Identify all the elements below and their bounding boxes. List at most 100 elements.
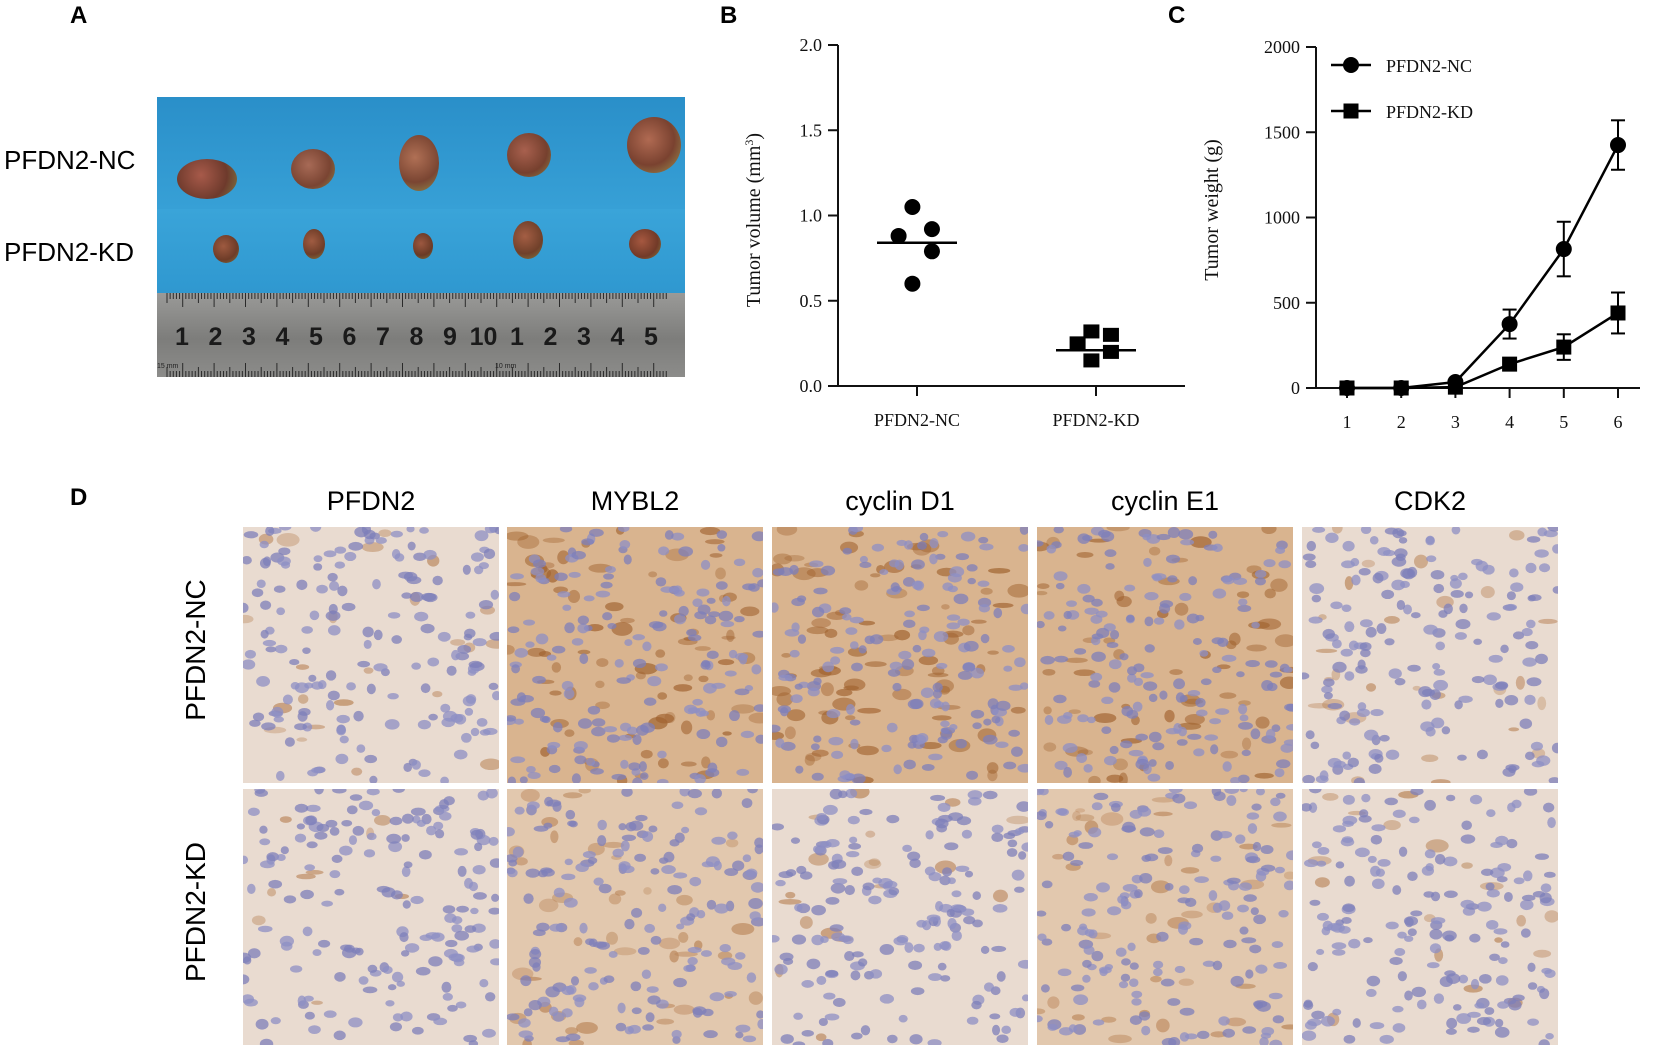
cell-nucleus bbox=[1211, 637, 1224, 645]
cell-nucleus bbox=[1479, 974, 1492, 984]
stain-patch bbox=[1281, 1024, 1293, 1030]
cell-nucleus bbox=[909, 734, 919, 744]
cell-nucleus bbox=[992, 903, 1008, 913]
cell-nucleus bbox=[529, 948, 542, 960]
cell-nucleus bbox=[425, 932, 441, 940]
cell-nucleus bbox=[386, 833, 402, 844]
cell-nucleus bbox=[634, 853, 646, 862]
stain-patch bbox=[655, 649, 666, 658]
cell-nucleus bbox=[1410, 789, 1424, 796]
cell-nucleus bbox=[632, 658, 647, 669]
tumor-photo: 1 2 3 4 5 6 7 8 9 10 1 2 3 4 5 15 mm 10 mm bbox=[157, 97, 685, 377]
cell-nucleus bbox=[756, 1010, 763, 1019]
cell-nucleus bbox=[1323, 692, 1333, 700]
cell-nucleus bbox=[717, 543, 726, 552]
cell-nucleus bbox=[526, 801, 540, 810]
cell-nucleus bbox=[703, 683, 717, 694]
cell-nucleus bbox=[1193, 748, 1205, 757]
cell-nucleus bbox=[908, 960, 923, 971]
cell-nucleus bbox=[811, 934, 824, 946]
cell-nucleus bbox=[1254, 569, 1267, 578]
stain-patch bbox=[709, 553, 723, 558]
cell-nucleus bbox=[390, 530, 403, 538]
cell-nucleus bbox=[1433, 993, 1445, 1004]
cell-nucleus bbox=[673, 872, 688, 879]
stain-patch bbox=[550, 830, 559, 844]
stain-patch bbox=[698, 675, 709, 683]
cell-nucleus bbox=[1385, 921, 1399, 930]
cell-nucleus bbox=[790, 694, 803, 703]
cell-nucleus bbox=[692, 598, 703, 607]
cell-nucleus bbox=[1275, 546, 1286, 554]
chart-b-point-pfdn2-nc bbox=[923, 243, 940, 260]
cell-nucleus bbox=[357, 660, 371, 668]
cell-nucleus bbox=[1179, 1007, 1195, 1016]
cell-nucleus bbox=[811, 606, 825, 618]
cell-nucleus bbox=[1221, 911, 1234, 920]
cell-nucleus bbox=[1230, 975, 1244, 987]
cell-nucleus bbox=[1426, 555, 1437, 563]
cell-nucleus bbox=[420, 623, 435, 634]
panel-letter-d: D bbox=[70, 484, 88, 511]
cell-nucleus bbox=[1332, 661, 1347, 673]
cell-nucleus bbox=[1312, 527, 1326, 533]
cell-nucleus bbox=[630, 981, 642, 992]
cell-nucleus bbox=[1078, 842, 1094, 849]
cell-nucleus bbox=[704, 615, 717, 625]
cell-nucleus bbox=[980, 945, 990, 954]
cell-nucleus bbox=[259, 540, 269, 549]
cell-nucleus bbox=[1128, 749, 1144, 757]
cell-nucleus bbox=[645, 1012, 655, 1023]
cell-nucleus bbox=[304, 682, 314, 689]
cell-nucleus bbox=[632, 777, 643, 783]
cell-nucleus bbox=[1152, 968, 1163, 977]
cell-nucleus bbox=[507, 827, 515, 837]
cell-nucleus bbox=[1536, 755, 1551, 766]
stain-patch bbox=[1164, 709, 1175, 723]
cell-nucleus bbox=[445, 939, 458, 948]
cell-nucleus bbox=[489, 631, 499, 641]
cell-nucleus bbox=[1547, 527, 1558, 532]
cell-nucleus bbox=[728, 649, 738, 659]
cell-nucleus bbox=[1525, 562, 1537, 574]
panel-a-row-label-nc: PFDN2-NC bbox=[4, 145, 136, 175]
stain-patch bbox=[1075, 808, 1086, 813]
cell-nucleus bbox=[1544, 969, 1556, 978]
stain-patch bbox=[826, 611, 847, 620]
stain-patch bbox=[1189, 536, 1212, 548]
cell-nucleus bbox=[1483, 674, 1497, 685]
cell-nucleus bbox=[1212, 960, 1223, 971]
chart-c-x-tick-label: 3 bbox=[1451, 412, 1460, 432]
cell-nucleus bbox=[364, 754, 378, 764]
stain-patch bbox=[363, 667, 374, 674]
stain-patch bbox=[620, 617, 635, 624]
cell-nucleus bbox=[1055, 582, 1065, 590]
cell-nucleus bbox=[916, 919, 927, 928]
stain-patch bbox=[927, 672, 949, 678]
cell-nucleus bbox=[1451, 527, 1461, 535]
cell-nucleus bbox=[628, 762, 641, 771]
cell-nucleus bbox=[564, 858, 573, 866]
stain-patch bbox=[1180, 867, 1200, 874]
stain-patch bbox=[643, 887, 652, 895]
cell-nucleus bbox=[1340, 648, 1353, 657]
cell-nucleus bbox=[987, 698, 999, 710]
cell-nucleus bbox=[1398, 537, 1408, 544]
ihc-image-kd-mybl2 bbox=[507, 789, 763, 1045]
cell-nucleus bbox=[658, 903, 667, 913]
cell-nucleus bbox=[400, 950, 410, 957]
cell-nucleus bbox=[1057, 625, 1067, 632]
cell-nucleus bbox=[325, 819, 338, 828]
cell-nucleus bbox=[1143, 557, 1152, 567]
ruler-number: 4 bbox=[610, 323, 625, 351]
cell-nucleus bbox=[1174, 619, 1185, 630]
cell-nucleus bbox=[260, 600, 272, 610]
cell-nucleus bbox=[453, 958, 465, 967]
tumor-kd-4 bbox=[513, 221, 543, 259]
cell-nucleus bbox=[820, 565, 836, 576]
stain-patch bbox=[1042, 668, 1056, 676]
cell-nucleus bbox=[775, 738, 785, 748]
cell-nucleus bbox=[1018, 543, 1028, 552]
cell-nucleus bbox=[664, 530, 674, 540]
cell-nucleus bbox=[1127, 673, 1137, 683]
